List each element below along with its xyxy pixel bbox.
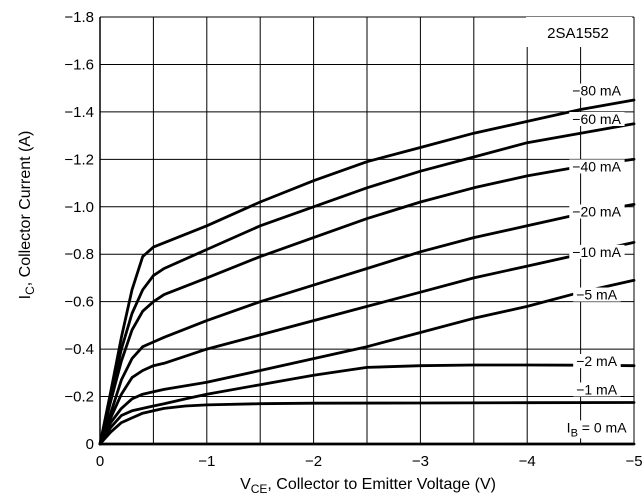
- tick-labels: 0 −1 −2 −3 −4 −5 0 −0.2 −0.4 −0.6 −0.8 −1.0 −1.2 −1.4…: [64, 9, 642, 470]
- curve-label-bg: [573, 287, 621, 302]
- y-tick-label: 0: [86, 436, 94, 453]
- x-tick-label: −3: [412, 453, 429, 470]
- x-tick-label: −5: [625, 453, 642, 470]
- curve-label-text: IB = 0 mA: [567, 419, 628, 439]
- curve-label-bg: [569, 204, 625, 219]
- curve-label: −60 mA: [569, 111, 625, 127]
- part-number: 2SA1552: [547, 25, 609, 42]
- curve-labels: −80 mA −60 mA −40 mA −20 mA −10 mA −5 mA −2 mA…: [563, 83, 631, 439]
- curve-label-bg: [563, 420, 631, 439]
- curve-label-text: −60 mA: [572, 111, 621, 127]
- gridlines: [99, 16, 635, 445]
- curve-40ma: [98, 157, 636, 446]
- curve-label: −2 mA: [573, 353, 621, 369]
- y-tick-label: −1.6: [64, 56, 94, 73]
- curve-label-bg: [573, 382, 621, 397]
- y-tick-label: −1.4: [64, 104, 94, 121]
- curve-label-text: −20 mA: [572, 204, 621, 220]
- curve-10ma: [98, 240, 636, 446]
- y-axis-title: IC, Collector Current (A): [17, 131, 37, 300]
- curve-label-text: −80 mA: [572, 83, 621, 99]
- curve-20ma: [98, 202, 636, 446]
- curve-label: −20 mA: [569, 204, 625, 220]
- x-tick-label: −4: [519, 453, 536, 470]
- curve-label: −80 mA: [569, 83, 625, 99]
- ic-vce-curves: [98, 98, 636, 446]
- curve-60ma: [98, 122, 636, 446]
- x-axis-title: VCE, Collector to Emitter Voltage (V): [240, 476, 496, 496]
- y-tick-label: −0.8: [64, 246, 94, 263]
- curve-1ma: [98, 401, 636, 446]
- curve-label-bg: [569, 83, 625, 98]
- curve-2ma: [98, 363, 636, 446]
- curve-label-bg: [569, 112, 625, 127]
- y-tick-label: −0.6: [64, 294, 94, 311]
- curve-5ma: [98, 278, 636, 446]
- x-tick-label: 0: [96, 453, 104, 470]
- curve-label: −5 mA: [573, 287, 621, 303]
- y-tick-label: −1.2: [64, 151, 94, 168]
- curve-label: IB = 0 mA: [563, 419, 631, 439]
- y-tick-label: −1.8: [64, 9, 94, 26]
- curve-label-bg: [569, 159, 625, 174]
- curve-label-bg: [573, 353, 621, 368]
- x-tick-label: −2: [305, 453, 322, 470]
- curve-80ma: [98, 98, 636, 446]
- curve-label-text: −5 mA: [576, 287, 618, 303]
- part-number-box-bg: [526, 17, 632, 47]
- curve-label-text: −2 mA: [576, 353, 618, 369]
- y-tick-label: −0.4: [64, 341, 94, 358]
- curve-label: −10 mA: [569, 244, 625, 260]
- y-tick-label: −0.2: [64, 389, 94, 406]
- curve-label-text: −10 mA: [572, 244, 621, 260]
- part-number-box: 2SA1552: [526, 17, 632, 47]
- curve-label: −40 mA: [569, 158, 625, 174]
- curve-label-bg: [569, 244, 625, 259]
- curve-label: −1 mA: [573, 381, 621, 397]
- x-tick-label: −1: [198, 453, 215, 470]
- y-tick-label: −1.0: [64, 199, 94, 216]
- curve-label-text: −40 mA: [572, 158, 621, 174]
- curve-label-text: −1 mA: [576, 381, 618, 397]
